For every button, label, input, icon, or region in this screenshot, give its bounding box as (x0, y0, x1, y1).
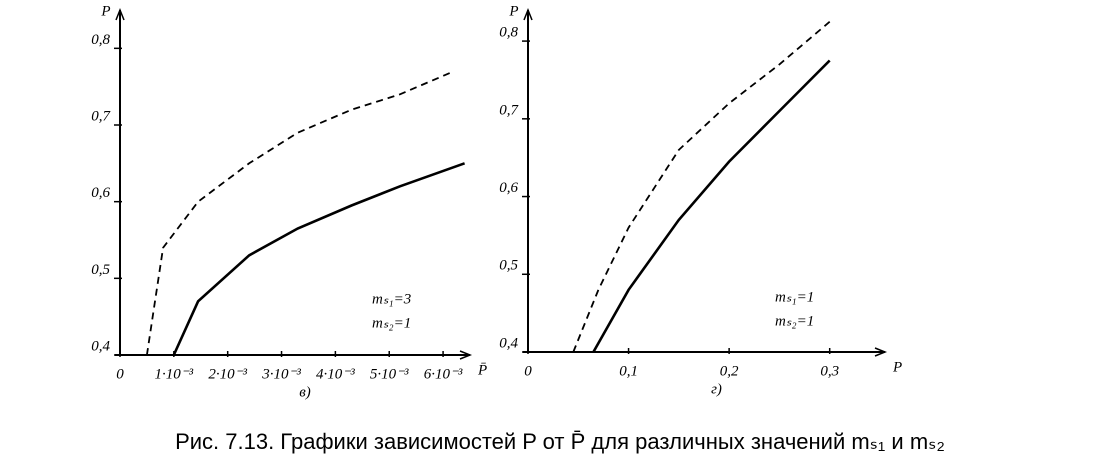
y-arrow (523, 7, 533, 21)
x-axis-label: P (892, 359, 902, 375)
x-tick-label: 5·10⁻³ (370, 366, 409, 382)
y-tick-label: 0,8 (499, 25, 518, 41)
x-tick-label: 6·10⁻³ (424, 366, 463, 382)
x-arrow (459, 350, 473, 360)
y-tick-label: 0,7 (91, 108, 111, 124)
x-arrow (874, 347, 888, 357)
y-tick-label: 0,6 (91, 185, 110, 201)
y-tick-label: 0,5 (499, 258, 518, 274)
x-tick-label: 4·10⁻³ (316, 366, 355, 382)
x-axis-label: P̄ (477, 362, 487, 378)
y-tick-label: 0,4 (499, 335, 518, 351)
y-tick-label: 0,6 (499, 180, 518, 196)
y-tick-label: 0,8 (91, 32, 110, 48)
curve (592, 59, 831, 353)
subplot-label: г) (711, 381, 722, 397)
x-tick-label: 1·10⁻³ (155, 366, 194, 382)
annotation: mₛ₁=3 (372, 291, 411, 307)
subplot-label: в) (299, 384, 311, 400)
x-tick-label: 0 (116, 366, 124, 382)
y-axis-label: P (100, 3, 110, 19)
caption: Рис. 7.13. Графики зависимостей P от P̄ … (175, 429, 945, 454)
curve (172, 162, 466, 356)
x-tick-label: 3·10⁻³ (261, 366, 301, 382)
x-tick-label: 2·10⁻³ (208, 366, 247, 382)
y-arrow (115, 7, 125, 21)
x-tick-label: 0 (524, 363, 532, 379)
x-tick-label: 0,3 (820, 363, 839, 379)
y-tick-label: 0,4 (91, 338, 110, 354)
annotation: mₛ₁=1 (775, 289, 814, 305)
x-tick-label: 0,2 (720, 363, 739, 379)
y-tick-label: 0,5 (91, 262, 110, 278)
y-tick-label: 0,7 (499, 102, 519, 118)
curve (572, 21, 831, 353)
annotation: mₛ₂=1 (372, 315, 411, 331)
y-axis-label: P (508, 3, 518, 19)
annotation: mₛ₂=1 (775, 313, 814, 329)
x-tick-label: 0,1 (619, 363, 638, 379)
curve (146, 70, 455, 356)
